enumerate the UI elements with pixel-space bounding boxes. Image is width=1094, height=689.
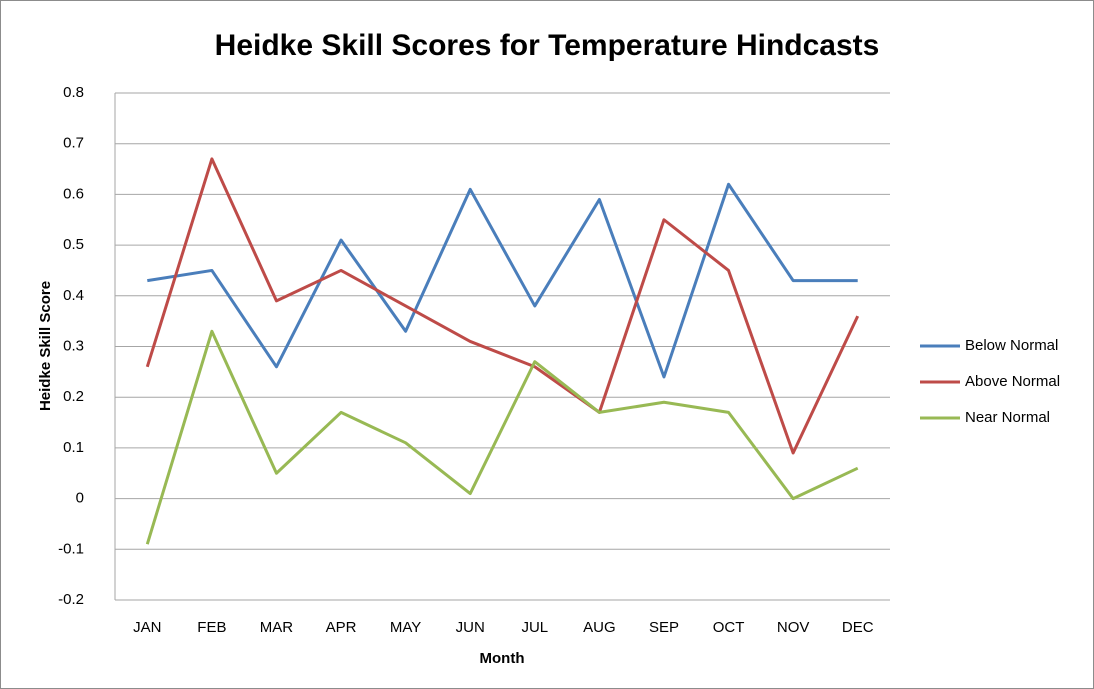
y-axis-label: Heidke Skill Score — [37, 281, 54, 411]
legend-label: Below Normal — [965, 337, 1058, 354]
legend-label: Near Normal — [965, 409, 1050, 426]
series-line — [145, 157, 860, 455]
x-tick-label: OCT — [713, 619, 745, 636]
y-tick-label: 0.2 — [63, 388, 84, 405]
x-axis-label: Month — [480, 650, 525, 667]
y-tick-label: 0.4 — [63, 287, 84, 304]
y-tick-label: 0 — [76, 490, 84, 507]
y-tick-label: 0.6 — [63, 185, 84, 202]
x-tick-label: NOV — [777, 619, 810, 636]
y-tick-label: -0.2 — [58, 591, 84, 608]
x-tick-label: AUG — [583, 619, 616, 636]
x-tick-label: MAR — [260, 619, 294, 636]
x-tick-label: JAN — [133, 619, 161, 636]
x-tick-label: JUL — [521, 619, 548, 636]
x-tick-label: MAY — [390, 619, 421, 636]
y-tick-label: 0.8 — [63, 84, 84, 101]
y-tick-label: 0.5 — [63, 236, 84, 253]
chart-title: Heidke Skill Scores for Temperature Hind… — [215, 29, 880, 62]
y-tick-label: -0.1 — [58, 540, 84, 557]
legend-label: Above Normal — [965, 373, 1060, 390]
x-tick-label: FEB — [197, 619, 226, 636]
x-tick-label: APR — [326, 619, 357, 636]
x-tick-label: SEP — [649, 619, 679, 636]
y-tick-label: 0.7 — [63, 135, 84, 152]
x-tick-label: JUN — [456, 619, 485, 636]
y-tick-label: 0.1 — [63, 439, 84, 456]
series-line — [147, 182, 858, 379]
y-tick-label: 0.3 — [63, 337, 84, 354]
x-tick-label: DEC — [842, 619, 874, 636]
series-line — [145, 329, 859, 545]
